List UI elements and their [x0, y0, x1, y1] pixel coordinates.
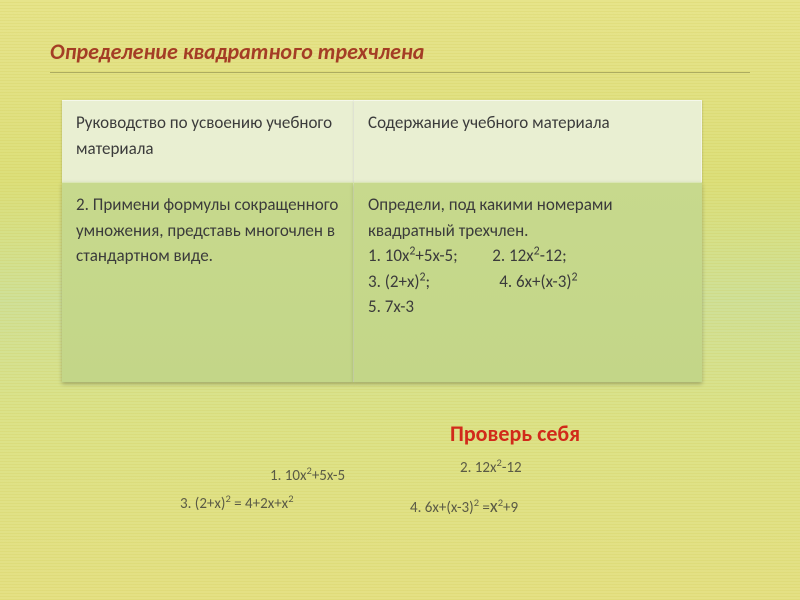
item-4a: 4. 6x+(x-3) [499, 271, 571, 292]
item-2b: -12; [540, 245, 567, 266]
answer-4-pre: 4. 6x+(x-3) [410, 499, 474, 517]
answer-4-tail: +9 [503, 499, 518, 517]
answer-3-pre: 3. (2+x) [180, 495, 225, 513]
answer-2: 2. 12x2-12 [460, 458, 522, 479]
answer-3-mid: = 4+2x+x [231, 495, 288, 513]
answer-3: 3. (2+x)2 = 4+2x+x2 [180, 494, 294, 515]
item-2a: 2. 12x [492, 245, 533, 266]
answer-4-x: x [490, 495, 498, 517]
item-2: 2. 12x2-12; [492, 245, 566, 266]
answer-1-pre: 1. 10x [270, 467, 306, 485]
item-3a: 3. (2+x) [368, 271, 420, 292]
table-header-left: Руководство по усвоению учебного материа… [62, 100, 354, 182]
item-4: 4. 6x+(x-3)2 [499, 271, 577, 292]
content-table: Руководство по усвоению учебного материа… [62, 100, 702, 382]
answer-2-pre: 2. 12x [460, 459, 496, 477]
item-3: 3. (2+x)2; [368, 271, 434, 292]
table-body-right: Определи, под какими номерами квадратный… [354, 182, 702, 382]
check-yourself-label: Проверь себя [450, 420, 580, 447]
title-underline [50, 72, 750, 73]
page-title: Определение квадратного трехчлена [50, 38, 424, 65]
table-body-left: 2. Примени формулы сокращенного умножени… [62, 182, 354, 382]
item-5: 5. 7x-3 [368, 296, 414, 317]
answer-2-post: -12 [502, 459, 522, 477]
answer-4: 4. 6x+(x-3)2 =x2+9 [410, 494, 518, 519]
item-1: 1. 10x2+5x-5; [368, 245, 462, 266]
body-right-intro: Определи, под какими номерами квадратный… [368, 194, 613, 241]
answer-1: 1. 10x2+5x-5 [270, 466, 345, 487]
table-header-right: Содержание учебного материала [354, 100, 702, 182]
answer-1-post: +5x-5 [312, 467, 345, 485]
item-3b: ; [426, 271, 431, 292]
item-1b: +5x-5; [415, 245, 457, 266]
answer-4-eq: = [479, 499, 490, 517]
item-1a: 1. 10x [368, 245, 409, 266]
